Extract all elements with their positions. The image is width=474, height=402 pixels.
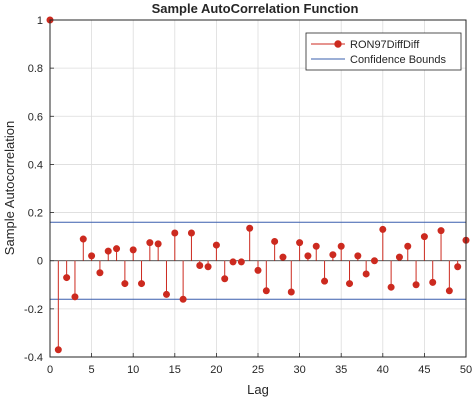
y-axis-ticks: -0.4 -0.2 0 0.2 0.4 0.6 0.8 1 (24, 15, 54, 364)
stem-point (212, 241, 220, 249)
x-tick-label: 10 (127, 364, 139, 376)
stem-point (179, 295, 187, 303)
chart-title: Sample AutoCorrelation Function (152, 1, 359, 16)
stem-point (146, 239, 154, 247)
stem-point (437, 227, 445, 235)
stem-point (171, 229, 179, 237)
stem-point (262, 287, 270, 295)
x-axis-ticks: 0 5 10 15 20 25 30 35 40 45 50 (47, 353, 472, 376)
x-tick-label: 35 (335, 364, 347, 376)
x-axis-label: Lag (247, 382, 269, 397)
stem-point (88, 252, 96, 260)
x-tick-label: 5 (89, 364, 95, 376)
stem-point (395, 253, 403, 261)
stem-series (46, 16, 470, 354)
y-tick-label: 1 (37, 15, 43, 27)
y-tick-label: 0 (37, 256, 43, 268)
stem-point (221, 275, 229, 283)
x-tick-label: 30 (293, 364, 305, 376)
x-tick-label: 0 (47, 364, 53, 376)
stem-point (162, 290, 170, 298)
stem-point (204, 263, 212, 271)
legend: RON97DiffDiff Confidence Bounds (305, 32, 462, 71)
stem-point (254, 266, 262, 274)
stem-point (113, 245, 121, 253)
stem-point (312, 242, 320, 250)
stem-point (196, 262, 204, 270)
stem-point (138, 280, 146, 288)
stem-point (420, 233, 428, 241)
stem-point (63, 274, 71, 282)
y-tick-label: 0.4 (28, 159, 43, 171)
stem-point (79, 235, 87, 243)
legend-box (305, 32, 462, 71)
stem-point (54, 346, 62, 354)
x-tick-label: 25 (252, 364, 264, 376)
legend-label-bounds: Confidence Bounds (350, 54, 447, 66)
y-tick-label: -0.4 (24, 352, 43, 364)
y-axis-label: Sample Autocorrelation (2, 121, 17, 255)
stem-point (454, 263, 462, 271)
y-tick-label: 0.2 (28, 208, 43, 220)
stem-point (296, 239, 304, 247)
stem-point (370, 257, 378, 265)
stem-point (412, 281, 420, 289)
legend-stem-marker (334, 40, 342, 48)
stem-point (287, 288, 295, 296)
stem-point (379, 225, 387, 233)
stem-point (96, 269, 104, 277)
grid-lines (50, 20, 466, 357)
x-tick-label: 50 (460, 364, 472, 376)
x-tick-label: 40 (377, 364, 389, 376)
stem-point (337, 242, 345, 250)
stem-point (404, 242, 412, 250)
stem-point (321, 277, 329, 285)
legend-label-series: RON97DiffDiff (350, 39, 420, 51)
y-tick-label: 0.6 (28, 111, 43, 123)
stem-point (246, 224, 254, 232)
stem-point (429, 278, 437, 286)
stem-point (279, 253, 287, 261)
stem-point (387, 283, 395, 291)
stem-point (304, 252, 312, 260)
stem-point (71, 293, 79, 301)
stem-point (362, 270, 370, 278)
stem-point (271, 237, 279, 245)
stem-point (354, 252, 362, 260)
y-tick-label: -0.2 (24, 304, 43, 316)
stem-point (237, 258, 245, 266)
stem-point (121, 280, 129, 288)
x-tick-label: 45 (418, 364, 430, 376)
stem-point (445, 287, 453, 295)
stem-point (329, 251, 337, 259)
stem-point (104, 247, 112, 255)
stem-point (154, 240, 162, 248)
stem-point (229, 258, 237, 266)
y-tick-label: 0.8 (28, 63, 43, 75)
x-tick-label: 15 (169, 364, 181, 376)
stem-point (346, 280, 354, 288)
confidence-bounds (50, 221, 466, 300)
stem-point (129, 246, 137, 254)
x-tick-label: 20 (210, 364, 222, 376)
stem-point (187, 229, 195, 237)
